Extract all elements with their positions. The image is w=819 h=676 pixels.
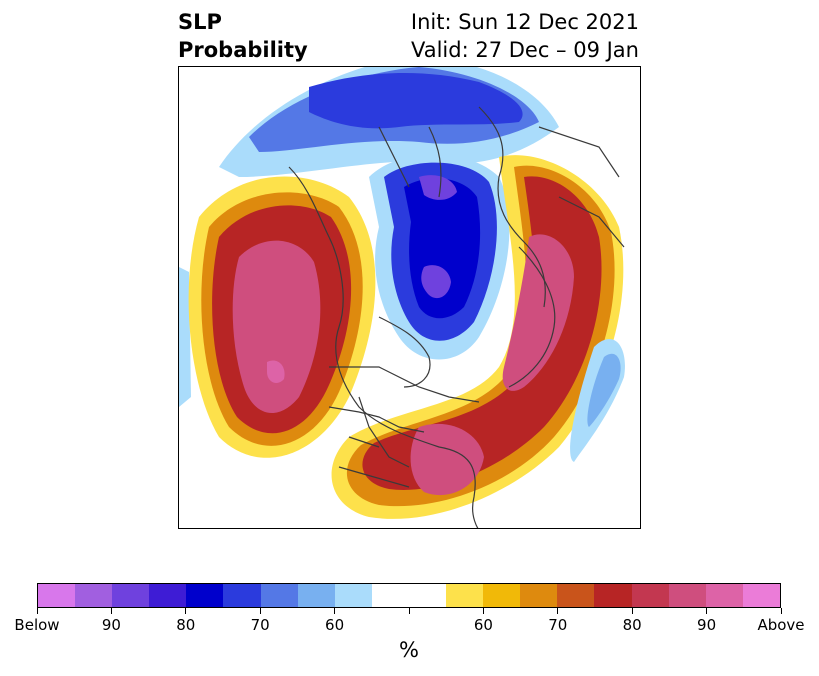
colorbar-swatch (371, 584, 409, 607)
colorbar-swatch (705, 584, 743, 607)
region-warm-90-east (502, 234, 574, 391)
colorbar-swatch (668, 584, 706, 607)
colorbar-swatch (223, 584, 261, 607)
region-blue-90 (421, 265, 451, 299)
colorbar-tick (631, 608, 633, 614)
colorbar-tick-label: 60 (325, 616, 345, 634)
title-variable: SLP (178, 10, 222, 34)
region-blue-90-north (419, 175, 457, 200)
probability-map (178, 66, 641, 529)
colorbar-swatch (186, 584, 224, 607)
region-above-west (267, 360, 285, 383)
region-warm-90-west (232, 240, 321, 414)
map-dates: Init: Sun 12 Dec 2021 Valid: 27 Dec – 09… (411, 8, 639, 64)
colorbar-tick-label: Above (757, 616, 805, 634)
probability-field (179, 67, 625, 528)
colorbar-tick (780, 608, 782, 614)
colorbar-tick (36, 608, 38, 614)
region-blue-65-east (587, 353, 621, 427)
valid-range: Valid: 27 Dec – 09 Jan (410, 38, 639, 62)
map-title: SLP Probability (178, 8, 308, 64)
colorbar-swatch (631, 584, 669, 607)
colorbar (37, 583, 781, 608)
colorbar-swatch (75, 584, 113, 607)
colorbar-tick-label: Below (14, 616, 60, 634)
map-canvas (179, 67, 640, 528)
colorbar-tick-label: 60 (473, 616, 493, 634)
colorbar-swatch (334, 584, 372, 607)
init-date: Init: Sun 12 Dec 2021 (410, 10, 639, 34)
fringe-blue-west (179, 267, 191, 407)
colorbar-tick (334, 608, 336, 614)
colorbar-tick-label: 70 (250, 616, 270, 634)
region-blue-80 (309, 72, 523, 129)
colorbar-swatch (112, 584, 150, 607)
colorbar-swatch (297, 584, 335, 607)
colorbar-swatch (38, 584, 76, 607)
colorbar-tick (259, 608, 261, 614)
colorbar-swatch (742, 584, 780, 607)
colorbar-tick (185, 608, 187, 614)
colorbar-tick-label: 70 (548, 616, 568, 634)
colorbar-tick (110, 608, 112, 614)
title-quantity: Probability (178, 38, 308, 62)
colorbar-swatch (594, 584, 632, 607)
colorbar-tick-label: 80 (176, 616, 196, 634)
colorbar-swatch (149, 584, 187, 607)
colorbar-swatch (408, 584, 447, 607)
colorbar-swatch (446, 584, 484, 607)
colorbar-tick (408, 608, 410, 614)
colorbar-swatch (557, 584, 595, 607)
colorbar-swatch (520, 584, 558, 607)
colorbar-swatch (483, 584, 521, 607)
coastlines (288, 106, 625, 528)
colorbar-swatch (260, 584, 298, 607)
colorbar-unit: % (399, 638, 419, 662)
colorbar-tick-label: 90 (101, 616, 121, 634)
region-warm-90-us (410, 423, 484, 496)
colorbar-tick-label: 80 (622, 616, 642, 634)
colorbar-tick-label: 90 (697, 616, 717, 634)
colorbar-tick (557, 608, 559, 614)
colorbar-tick (482, 608, 484, 614)
colorbar-tick (706, 608, 708, 614)
